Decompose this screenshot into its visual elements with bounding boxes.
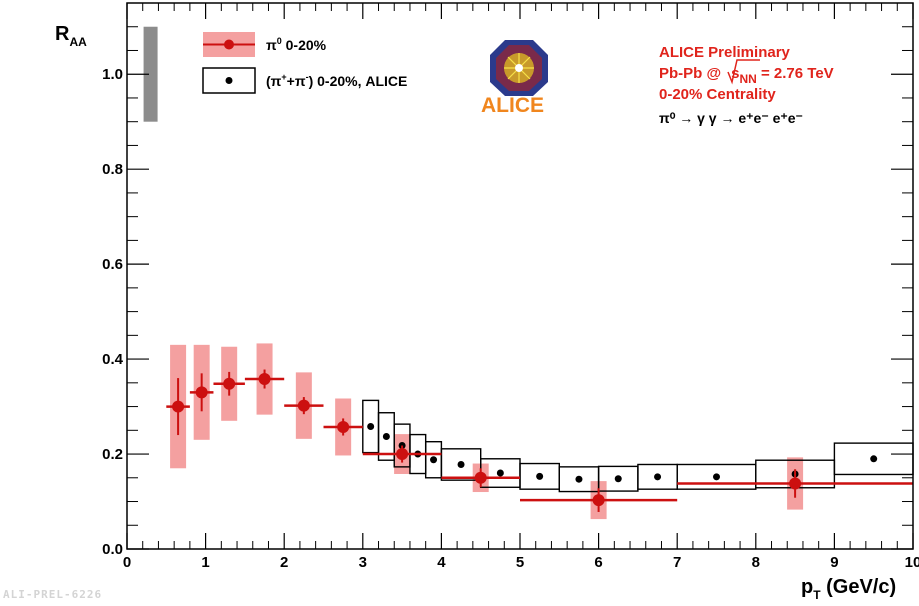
y-axis-title: RAA — [55, 23, 87, 49]
info-block: ALICE Preliminary Pb-Pb @ sNN = 2.76 TeV … — [659, 44, 834, 126]
pi0-points — [166, 369, 913, 512]
legend-entry-pi0: π0 0-20% — [203, 32, 327, 57]
pi0-point-7 — [474, 471, 487, 484]
preliminary-id-watermark: ALI-PREL-6226 — [3, 588, 102, 601]
charged-pion-point-7 — [536, 472, 544, 480]
charged-pion-point-9 — [614, 475, 622, 483]
normalization-box — [143, 26, 158, 122]
pi0-point-8 — [592, 494, 605, 507]
legend-pi0-label: π0 0-20% — [266, 36, 327, 53]
x-tick-label-7: 7 — [673, 554, 681, 571]
y-tick-label-5: 1.0 — [102, 66, 123, 83]
x-tick-label-8: 8 — [752, 554, 760, 571]
legend-charged-pion-label: (π++π-) 0-20%, ALICE — [266, 72, 407, 89]
y-tick-label-1: 0.2 — [102, 446, 123, 463]
x-tick-label-4: 4 — [437, 554, 446, 571]
info-centrality: 0-20% Centrality — [659, 86, 776, 103]
alice-logo-text: ALICE — [481, 94, 544, 117]
x-tick-label-3: 3 — [359, 554, 367, 571]
x-tick-label-0: 0 — [123, 554, 131, 571]
pi0-point-1 — [195, 386, 208, 399]
charged-pion-point-8 — [575, 475, 583, 483]
charged-pion-point-13 — [870, 455, 878, 463]
info-decay-channel: π⁰ → γ γ → e⁺e⁻ e⁺e⁻ — [659, 110, 803, 126]
y-tick-label-3: 0.6 — [102, 256, 123, 273]
y-tick-label-4: 0.8 — [102, 161, 123, 178]
x-tick-label-6: 6 — [594, 554, 602, 571]
alice-logo: ALICE — [481, 40, 548, 117]
charged-pion-point-1 — [382, 432, 390, 440]
legend-charged-pion-marker — [225, 77, 233, 84]
legend-pi0-marker — [224, 39, 234, 50]
charged-pion-point-0 — [367, 423, 375, 431]
pi0-point-6 — [396, 448, 409, 461]
y-tick-label-2: 0.4 — [102, 351, 124, 368]
charged-pion-systematic-boxes — [362, 399, 914, 493]
charged-pion-point-5 — [457, 460, 465, 468]
x-axis-title: pT (GeV/c) — [801, 576, 896, 602]
legend-charged-pion-swatch — [202, 67, 256, 94]
pi0-point-3 — [258, 373, 271, 386]
x-tick-label-5: 5 — [516, 554, 524, 571]
alice-logo-center — [515, 64, 523, 72]
pi0-point-9 — [789, 477, 802, 490]
pi0-point-2 — [223, 377, 236, 390]
x-tick-label-10: 10 — [905, 554, 919, 571]
tick-labels: 0 1 2 3 4 5 6 7 8 9 10 0.0 0.2 0.4 0.6 0.8 1.0 — [102, 66, 919, 571]
charged-pion-point-10 — [654, 473, 662, 481]
pi0-point-4 — [297, 399, 310, 412]
normalization-uncertainty — [143, 26, 158, 122]
y-tick-label-0: 0.0 — [102, 541, 123, 558]
axes — [126, 2, 914, 550]
sqrt-sign — [727, 59, 760, 85]
legend: π0 0-20% (π++π-) 0-20%, ALICE — [202, 32, 407, 94]
x-tick-label-9: 9 — [830, 554, 838, 571]
x-tick-label-2: 2 — [280, 554, 288, 571]
charged-pion-points — [367, 423, 878, 483]
charged-pion-point-4 — [430, 456, 438, 464]
x-tick-label-1: 1 — [201, 554, 209, 571]
pi0-point-5 — [337, 420, 350, 433]
pi0-point-0 — [172, 400, 185, 413]
info-system-energy: Pb-Pb @ sNN = 2.76 TeV — [659, 65, 834, 86]
legend-entry-charged-pion: (π++π-) 0-20%, ALICE — [202, 67, 407, 94]
info-preliminary: ALICE Preliminary — [659, 44, 791, 61]
charged-pion-point-11 — [713, 473, 720, 481]
charged-pion-point-6 — [496, 469, 504, 477]
